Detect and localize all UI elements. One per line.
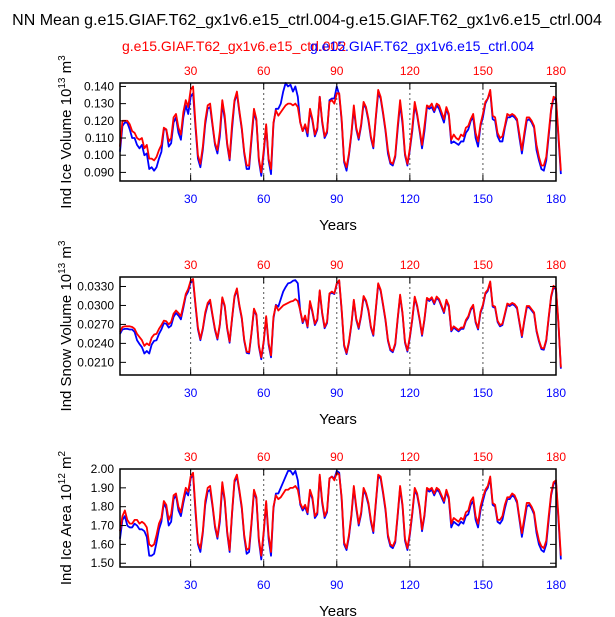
x-tick-label-bottom: 90: [330, 578, 344, 592]
figure-title: NN Mean g.e15.GIAF.T62_gx1v6.e15_ctrl.00…: [12, 12, 602, 29]
x-tick-label-bottom: 30: [184, 386, 198, 400]
y-tick-label: 1.70: [91, 519, 115, 533]
x-tick-label-top: 180: [546, 258, 566, 272]
plot-frame: [119, 276, 557, 376]
x-tick-label-bottom: 180: [546, 578, 566, 592]
x-axis-label: Years: [319, 217, 357, 234]
series-line-red: [119, 277, 562, 368]
legend-blue-label: g.e15.GIAF.T62_gx1v6.e15_ctrl.004: [310, 38, 534, 54]
y-axis-label: Ind Snow Volume 1013 m3: [57, 240, 75, 411]
x-tick-label-top: 90: [330, 258, 344, 272]
x-tick-label-bottom: 180: [546, 386, 566, 400]
series-line-red: [119, 85, 562, 174]
x-axis-label: Years: [319, 411, 357, 428]
y-axis-label-superscript: 2: [57, 450, 68, 456]
y-axis-label-part: Ind Snow Volume 10: [58, 274, 75, 412]
x-tick-label-top: 150: [473, 258, 493, 272]
y-tick-label: 0.110: [85, 131, 114, 145]
y-tick-label: 1.90: [91, 481, 115, 495]
x-tick-label-top: 120: [400, 450, 420, 464]
y-axis-label-superscript: 13: [57, 262, 68, 274]
x-tick-label-bottom: 120: [400, 386, 420, 400]
x-tick-label-top: 30: [184, 64, 198, 78]
plot-frame: [119, 82, 557, 182]
y-tick-label: 0.0210: [77, 355, 114, 369]
legend-red-label: g.e15.GIAF.T62_gx1v6.e15_ctrl.002: [122, 38, 346, 54]
y-axis-label-part: m: [58, 456, 75, 473]
y-tick-label: 0.120: [84, 114, 114, 128]
panels: 30 30 60 60 90 90 120 120 150 150 180 180 0.090 0.100…: [57, 55, 566, 617]
x-tick-label-top: 90: [330, 450, 344, 464]
x-tick-label-bottom: 30: [184, 192, 198, 206]
x-tick-label-top: 30: [184, 450, 198, 464]
x-tick-label-bottom: 90: [330, 192, 344, 206]
x-tick-label-bottom: 30: [184, 578, 198, 592]
y-tick-label: 2.00: [91, 462, 115, 476]
y-tick-label: 0.0330: [77, 279, 114, 293]
x-tick-label-top: 180: [546, 450, 566, 464]
series-line-red: [119, 471, 562, 557]
x-tick-label-top: 60: [257, 64, 271, 78]
panel-2: 30 30 60 60 90 90 120 120 150 150 180 180 0.0210 0.02…: [57, 240, 566, 428]
y-tick-label: 0.100: [84, 148, 114, 162]
x-tick-label-bottom: 90: [330, 386, 344, 400]
y-tick-label: 1.50: [91, 556, 115, 570]
x-tick-label-top: 120: [400, 258, 420, 272]
y-axis-label-part: m: [58, 61, 75, 78]
y-axis-label: Ind Ice Volume 1013 m3: [57, 55, 75, 209]
y-axis-label: Ind Ice Area 1012 m2: [57, 450, 75, 585]
x-tick-label-bottom: 120: [400, 578, 420, 592]
y-tick-label: 0.0240: [77, 336, 114, 350]
x-tick-label-bottom: 150: [473, 578, 493, 592]
x-tick-label-bottom: 120: [400, 192, 420, 206]
x-tick-label-top: 60: [257, 450, 271, 464]
x-tick-label-top: 150: [473, 450, 493, 464]
y-tick-label: 0.140: [84, 79, 114, 93]
x-tick-label-top: 120: [400, 64, 420, 78]
y-axis-label-superscript: 3: [57, 55, 68, 61]
y-axis-label-part: Ind Ice Area 10: [58, 484, 75, 585]
x-tick-label-bottom: 60: [257, 578, 271, 592]
y-axis-label-superscript: 13: [57, 77, 68, 89]
y-tick-label: 0.0300: [77, 298, 114, 312]
x-tick-label-top: 150: [473, 64, 493, 78]
x-tick-label-bottom: 180: [546, 192, 566, 206]
panel-3: 30 30 60 60 90 90 120 120 150 150 180 180 1.50 1.60 1.…: [57, 450, 566, 617]
y-tick-label: 1.60: [91, 537, 115, 551]
y-axis-label-superscript: 12: [57, 473, 68, 485]
x-tick-label-bottom: 150: [473, 386, 493, 400]
y-tick-label: 0.130: [84, 97, 114, 111]
y-tick-label: 1.80: [91, 500, 115, 514]
panel-1: 30 30 60 60 90 90 120 120 150 150 180 180 0.090 0.100…: [57, 55, 566, 234]
x-tick-label-bottom: 150: [473, 192, 493, 206]
x-axis-label: Years: [319, 603, 357, 617]
y-tick-label: 0.0270: [77, 317, 114, 331]
y-tick-label: 0.090: [84, 165, 114, 179]
x-tick-label-top: 60: [257, 258, 271, 272]
y-axis-label-part: Ind Ice Volume 10: [58, 89, 75, 209]
x-tick-label-top: 30: [184, 258, 198, 272]
x-tick-label-bottom: 60: [257, 386, 271, 400]
x-tick-label-top: 180: [546, 64, 566, 78]
x-tick-label-bottom: 60: [257, 192, 271, 206]
y-axis-label-superscript: 3: [57, 240, 68, 246]
y-axis-label-part: m: [58, 246, 75, 263]
x-tick-label-top: 90: [330, 64, 344, 78]
plot-frame: [119, 468, 557, 568]
